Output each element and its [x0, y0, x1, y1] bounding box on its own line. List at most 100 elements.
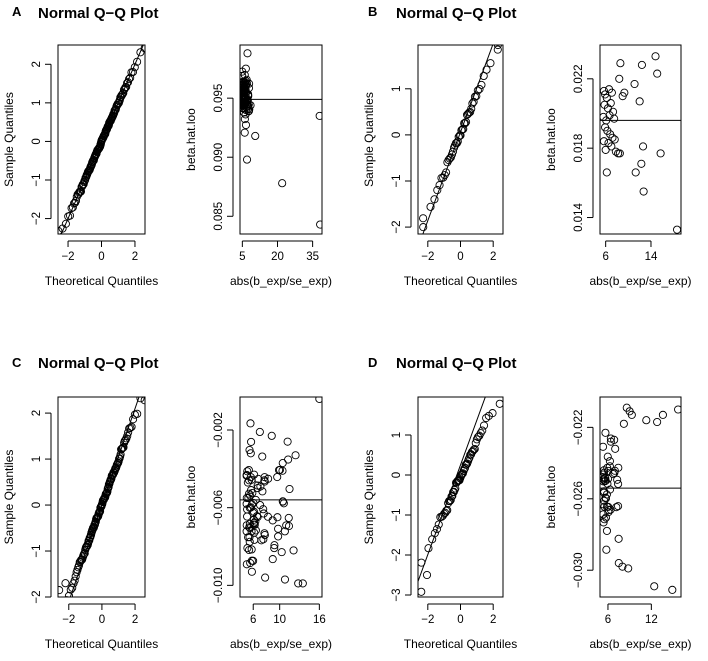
x-axis-label: abs(b_exp/se_exp): [589, 274, 691, 288]
data-point: [478, 426, 487, 435]
data-point: [668, 585, 677, 594]
y-tick-label: 2: [31, 410, 43, 416]
y-tick-label: 0.022: [573, 64, 585, 93]
data-point: [602, 168, 611, 177]
data-point: [482, 65, 491, 74]
data-point: [418, 558, 426, 567]
data-point: [70, 576, 79, 585]
data-point: [267, 431, 276, 440]
x-axis-label: Theoretical Quantiles: [45, 274, 158, 288]
data-point: [118, 444, 127, 453]
data-point: [58, 586, 64, 595]
data-point: [119, 443, 128, 452]
data-point: [246, 558, 255, 568]
x-axis-label: abs(b_exp/se_exp): [230, 637, 332, 651]
y-tick-label: −0.002: [213, 412, 225, 448]
y-axis-label: beta.hat.loo: [544, 465, 558, 528]
data-point: [250, 518, 259, 527]
panel-label-a: A: [12, 4, 22, 19]
data-point: [461, 119, 470, 128]
data-point: [601, 145, 610, 154]
data-point: [473, 86, 482, 95]
data-point: [289, 546, 298, 555]
y-tick-label: −2: [31, 212, 43, 225]
data-point: [442, 168, 451, 177]
data-point: [603, 452, 612, 461]
data-point: [475, 85, 484, 94]
data-point: [614, 502, 623, 511]
data-point: [277, 548, 286, 557]
y-tick-label: 0.095: [213, 84, 225, 113]
plot-frame: [599, 396, 682, 598]
data-point: [133, 409, 142, 418]
plot-area: [240, 49, 322, 229]
data-point: [140, 397, 145, 405]
data-point: [611, 147, 620, 156]
panel-label-c: C: [12, 355, 22, 370]
y-axis-label: beta.hat.loo: [544, 108, 558, 171]
x-axis-label: abs(b_exp/se_exp): [230, 274, 332, 288]
data-point: [242, 493, 251, 503]
plot-title: Normal Q−Q Plot: [38, 5, 158, 22]
data-point: [467, 104, 476, 113]
data-point: [611, 444, 620, 453]
data-point: [253, 481, 262, 490]
data-point: [600, 477, 610, 486]
x-tick-label: −2: [62, 614, 75, 626]
data-point: [422, 570, 432, 580]
x-tick-label: 12: [645, 614, 658, 626]
data-point: [658, 410, 667, 419]
data-point: [280, 575, 290, 584]
data-point: [242, 155, 252, 164]
plot-frame: [599, 44, 682, 235]
data-point: [476, 429, 485, 438]
data-point: [653, 69, 662, 78]
data-point: [256, 500, 265, 510]
data-point: [61, 579, 70, 588]
data-point: [282, 521, 291, 530]
data-point: [619, 419, 628, 428]
plot-title: Normal Q−Q Plot: [396, 5, 516, 22]
data-point: [283, 437, 292, 446]
data-point: [274, 524, 283, 533]
data-point: [603, 463, 612, 472]
data-point: [618, 562, 627, 571]
data-point: [637, 60, 646, 69]
y-tick-label: −1: [391, 174, 403, 187]
data-point: [624, 564, 633, 573]
data-point: [651, 52, 660, 61]
data-point: [447, 492, 456, 501]
data-point: [493, 45, 502, 54]
data-point: [606, 505, 615, 514]
data-point: [653, 417, 662, 427]
data-point: [143, 35, 150, 42]
data-point: [273, 472, 282, 482]
y-tick-label: −0.026: [573, 481, 585, 517]
data-point: [430, 195, 439, 204]
y-tick-label: −2: [31, 590, 43, 603]
data-point: [614, 534, 623, 543]
data-point: [130, 63, 139, 72]
data-point: [639, 187, 648, 196]
data-point: [601, 493, 610, 502]
y-tick-label: −0.022: [573, 410, 585, 446]
y-tick-label: −1: [31, 544, 43, 557]
panel-b-scatter-plot: 6 14 0.014 0.018 0.022 abs(b_exp/se_exp) beta.…: [544, 44, 692, 288]
data-point: [316, 220, 322, 229]
data-point: [618, 92, 627, 101]
data-point: [247, 545, 256, 554]
data-point: [241, 64, 250, 73]
x-axis-label: Theoretical Quantiles: [404, 637, 517, 651]
qq-reference-line: [418, 397, 486, 582]
panel-a-qq-plot: Normal Q−Q Plot −2 0 2 −2 −1 0 1 2 Theoretical Qu…: [2, 5, 158, 288]
data-point: [434, 520, 443, 529]
data-point: [600, 86, 609, 95]
y-tick-label: 0: [391, 472, 403, 478]
data-point: [615, 74, 624, 83]
data-point: [268, 555, 277, 564]
plot-title: Normal Q−Q Plot: [396, 355, 516, 372]
data-point: [53, 625, 60, 632]
data-point: [606, 434, 615, 443]
data-point: [258, 487, 267, 496]
data-point: [635, 97, 644, 106]
